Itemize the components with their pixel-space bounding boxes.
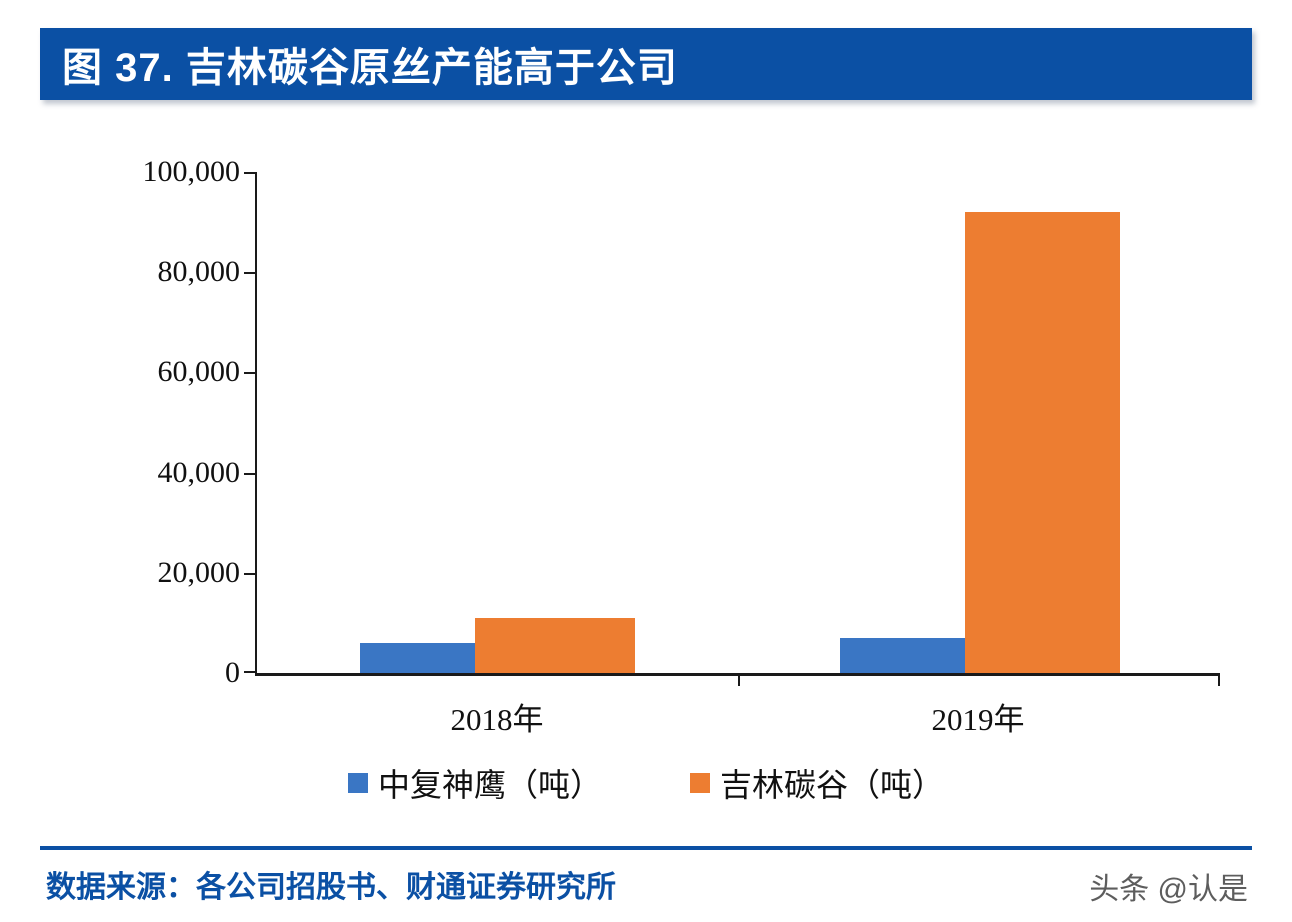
plot-area: 2018年 2019年: [244, 172, 1220, 737]
figure-title-bar: 图 37. 吉林碳谷原丝产能高于公司: [40, 28, 1252, 100]
legend-label: 中复神鹰（吨）: [377, 767, 602, 803]
source-note: 数据来源：各公司招股书、财通证券研究所: [46, 871, 616, 904]
y-axis-tick-label: 60,000: [157, 355, 241, 388]
y-axis-tick: [244, 671, 255, 673]
bar-chart: 100,000 80,000 60,000 40,000 20,000 0 20…: [0, 110, 1292, 830]
page-title: 图 37. 吉林碳谷原丝产能高于公司: [62, 46, 678, 90]
x-axis-label-2018: 2018年: [450, 702, 544, 737]
y-axis-tick-label: 100,000: [142, 155, 241, 188]
y-axis-tick: [244, 372, 255, 374]
legend-label: 吉林碳谷（吨）: [720, 767, 945, 803]
footer-divider: [40, 846, 1252, 850]
y-axis-tick: [244, 573, 255, 575]
y-axis-tick-label: 20,000: [157, 556, 241, 589]
y-axis-tick-label: 40,000: [157, 456, 241, 489]
x-axis-line: [255, 673, 1220, 676]
y-axis-tick: [244, 272, 255, 274]
x-axis-label-2019: 2019年: [931, 702, 1025, 737]
bar-2018-zhongfu: [360, 643, 475, 673]
watermark: 头条 @认是: [1089, 873, 1248, 906]
x-axis-end-tick: [1218, 673, 1220, 686]
y-axis-tick-label: 80,000: [157, 255, 241, 288]
bar-2018-jilin: [475, 618, 635, 673]
x-axis-category-divider: [738, 673, 740, 686]
y-axis-line: [255, 172, 257, 673]
legend-item-zhongfu: 中复神鹰（吨）: [347, 760, 602, 806]
bar-2019-jilin: [965, 212, 1120, 673]
y-axis-tick-label: 0: [225, 656, 240, 689]
chart-legend: 中复神鹰（吨） 吉林碳谷（吨）: [0, 760, 1292, 806]
legend-swatch-icon: [690, 773, 710, 793]
y-axis-tick: [244, 172, 255, 174]
bar-2019-zhongfu: [840, 638, 965, 673]
legend-item-jilin: 吉林碳谷（吨）: [690, 760, 944, 806]
y-axis-tick: [244, 473, 255, 475]
legend-swatch-icon: [347, 773, 368, 793]
y-axis-labels: 100,000 80,000 60,000 40,000 20,000 0: [80, 155, 241, 689]
